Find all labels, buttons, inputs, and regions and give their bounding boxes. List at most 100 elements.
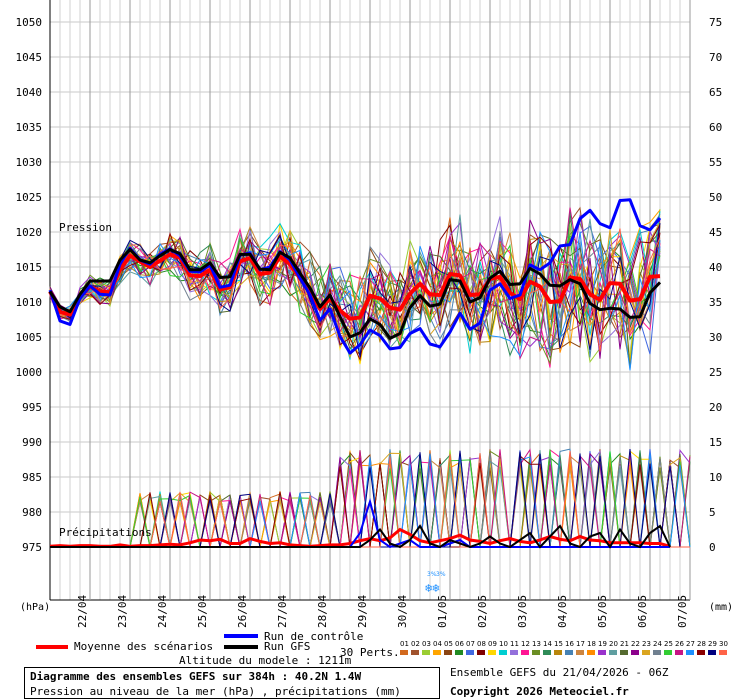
pert-swatch-24 xyxy=(653,650,661,655)
pert-swatch-05 xyxy=(444,650,452,655)
pert-swatch-15 xyxy=(554,650,562,655)
pressure-tick-label: 1045 xyxy=(16,51,43,64)
snow-pct-2: 3% xyxy=(436,571,446,578)
snow-pct-1: 3% xyxy=(427,571,437,578)
pert-swatch-29 xyxy=(708,650,716,655)
perturbation-line-30 xyxy=(49,228,661,352)
pressure-unit-label: (hPa) xyxy=(20,602,50,613)
precip-tick-label: 45 xyxy=(709,226,722,239)
date-tick-label: 30/04 xyxy=(396,595,409,628)
pert-id-12: 12 xyxy=(521,640,530,648)
footer-title: Diagramme des ensembles GEFS sur 384h : … xyxy=(30,670,362,683)
precip-tick-label: 20 xyxy=(709,401,722,414)
date-tick-label: 02/05 xyxy=(476,595,489,628)
precip-tick-label: 10 xyxy=(709,471,722,484)
date-tick-label: 27/04 xyxy=(276,595,289,628)
pert-id-03: 03 xyxy=(422,640,431,648)
date-tick-label: 06/05 xyxy=(636,595,649,628)
mean-legend-swatch xyxy=(36,645,68,649)
series-line-2 xyxy=(48,248,662,340)
pressure-tick-label: 1040 xyxy=(16,86,43,99)
precip-tick-label: 5 xyxy=(709,506,716,519)
pert-id-09: 09 xyxy=(488,640,497,648)
precip-line-0 xyxy=(49,527,671,548)
pert-swatch-03 xyxy=(422,650,430,655)
pert-id-23: 23 xyxy=(642,640,651,648)
pert-swatch-27 xyxy=(686,650,694,655)
date-tick-label: 24/04 xyxy=(156,595,169,628)
pert-id-15: 15 xyxy=(554,640,563,648)
precip-tick-label: 50 xyxy=(709,191,722,204)
pert-id-14: 14 xyxy=(543,640,552,648)
pert-swatch-22 xyxy=(631,650,639,655)
altitude-label: Altitude du modele : 1211m xyxy=(179,654,352,667)
gfs-legend-label: Run GFS xyxy=(264,640,311,653)
pert-id-24: 24 xyxy=(653,640,662,648)
pressure-tick-label: 1025 xyxy=(16,191,43,204)
date-tick-label: 07/05 xyxy=(676,595,689,628)
pert-swatch-23 xyxy=(642,650,650,655)
precip-tick-label: 30 xyxy=(709,331,722,344)
pert-swatch-25 xyxy=(664,650,672,655)
pert-swatch-17 xyxy=(576,650,584,655)
pert-swatch-16 xyxy=(565,650,573,655)
date-tick-label: 29/04 xyxy=(356,595,369,628)
pert-id-10: 10 xyxy=(499,640,508,648)
gfs-legend-swatch xyxy=(224,645,258,649)
precip-tick-label: 65 xyxy=(709,86,722,99)
pressure-tick-label: 1020 xyxy=(16,226,43,239)
pert-swatch-08 xyxy=(477,650,485,655)
date-tick-label: 23/04 xyxy=(116,595,129,628)
pert-id-28: 28 xyxy=(697,640,706,648)
perturbation-line-27 xyxy=(49,230,661,371)
precip-tick-label: 25 xyxy=(709,366,722,379)
precip-tick-label: 75 xyxy=(709,16,722,29)
series-line-0 xyxy=(48,252,661,321)
main-series-lines xyxy=(48,198,671,549)
pert-swatch-19 xyxy=(598,650,606,655)
pert-swatch-18 xyxy=(587,650,595,655)
pert-id-22: 22 xyxy=(631,640,640,648)
precip-tick-label: 70 xyxy=(709,51,722,64)
control-legend-label: Run de contrôle xyxy=(264,630,364,643)
precip-tick-label: 35 xyxy=(709,296,722,309)
pressure-tick-label: 1050 xyxy=(16,16,43,29)
pert-id-17: 17 xyxy=(576,640,585,648)
pressure-tick-label: 1010 xyxy=(16,296,43,309)
pert-id-06: 06 xyxy=(455,640,464,648)
pressure-tick-label: 1035 xyxy=(16,121,43,134)
precip-label: Précipitations xyxy=(59,526,152,539)
ensemble-run-label: Ensemble GEFS du 21/04/2026 - 06Z xyxy=(450,666,669,679)
precip-line-2 xyxy=(50,524,671,549)
perturbation-line-25 xyxy=(49,234,661,347)
pert-swatch-10 xyxy=(499,650,507,655)
pressure-tick-label: 995 xyxy=(22,401,42,414)
pert-id-07: 07 xyxy=(466,640,475,648)
pert-id-05: 05 xyxy=(444,640,453,648)
precip-tick-label: 15 xyxy=(709,436,722,449)
date-axis-ticks: 22/04 23/04 24/04 25/04 26/04 27/04 28/04 29/04… xyxy=(76,595,689,628)
precip-tick-label: 60 xyxy=(709,121,722,134)
pert-id-11: 11 xyxy=(510,640,519,648)
date-tick-label: 03/05 xyxy=(516,595,529,628)
pert-swatch-14 xyxy=(543,650,551,655)
pressure-tick-label: 980 xyxy=(22,506,42,519)
date-tick-label: 28/04 xyxy=(316,595,329,628)
pert-id-27: 27 xyxy=(686,640,695,648)
pert-id-02: 02 xyxy=(411,640,420,648)
pressure-tick-label: 1015 xyxy=(16,261,43,274)
date-tick-label: 25/04 xyxy=(196,595,209,628)
pert-swatch-01 xyxy=(400,650,408,655)
date-tick-label: 26/04 xyxy=(236,595,249,628)
pert-id-30: 30 xyxy=(719,640,728,648)
pert-swatch-30 xyxy=(719,650,727,655)
perturbation-line-20 xyxy=(49,214,661,350)
pert-id-25: 25 xyxy=(664,640,673,648)
precip-tick-label: 55 xyxy=(709,156,722,169)
chart-info-box xyxy=(24,667,440,699)
pert-id-29: 29 xyxy=(708,640,717,648)
pressure-tick-label: 990 xyxy=(22,436,42,449)
pert-id-19: 19 xyxy=(598,640,607,648)
